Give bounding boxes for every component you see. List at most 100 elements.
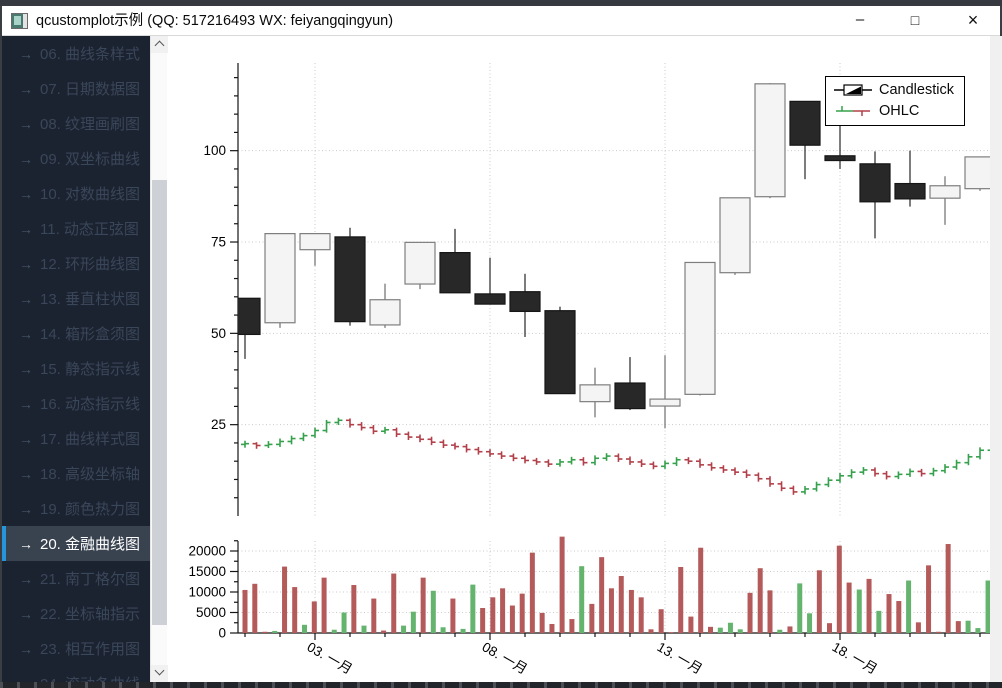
svg-text:0: 0: [218, 626, 226, 641]
candlestick-legend-icon: [834, 84, 872, 96]
arrow-icon: →: [19, 45, 33, 62]
svg-text:08. 一月: 08. 一月: [480, 639, 530, 677]
svg-text:5000: 5000: [196, 605, 226, 620]
legend-label: Candlestick: [879, 82, 954, 98]
window-title: qcustomplot示例 (QQ: 517216493 WX: feiyang…: [36, 13, 394, 29]
sidebar-item-label: 18. 高级坐标轴: [40, 466, 141, 483]
sidebar-item-label: 12. 环形曲线图: [40, 256, 141, 273]
sidebar-item-06[interactable]: → 06. 曲线条样式: [2, 36, 150, 71]
svg-text:20000: 20000: [188, 544, 226, 559]
arrow-icon: →: [19, 570, 33, 587]
sidebar-item-label: 14. 箱形盒须图: [40, 326, 141, 343]
chevron-up-icon: [154, 40, 165, 51]
sidebar-item-16[interactable]: → 16. 动态指示线: [2, 386, 150, 421]
axes: [230, 63, 990, 640]
sidebar-item-22[interactable]: → 22. 坐标轴指示: [2, 596, 150, 631]
financial-chart[interactable]: 25 50 75 100 0 5000 10000 15000 20000 03. 一月 08. 一…: [168, 36, 1002, 682]
ohlc-legend-icon: [836, 106, 870, 116]
svg-text:25: 25: [211, 417, 226, 432]
svg-text:50: 50: [211, 326, 226, 341]
volume-bars: [242, 536, 990, 633]
svg-text:15000: 15000: [188, 564, 226, 579]
titlebar: qcustomplot示例 (QQ: 517216493 WX: feiyang…: [2, 6, 1000, 36]
sidebar-item-21[interactable]: → 21. 南丁格尔图: [2, 561, 150, 596]
sidebar-item-label: 19. 颜色热力图: [40, 501, 141, 518]
sidebar-item-09[interactable]: → 09. 双坐标曲线: [2, 141, 150, 176]
svg-text:10000: 10000: [188, 585, 226, 600]
arrow-icon: →: [19, 605, 33, 622]
svg-text:18. 一月: 18. 一月: [830, 639, 880, 677]
arrow-icon: →: [19, 255, 33, 272]
sidebar-item-20[interactable]: → 20. 金融曲线图: [2, 526, 150, 561]
arrow-icon: →: [19, 220, 33, 237]
scroll-down-button[interactable]: [151, 665, 168, 682]
arrow-icon: →: [19, 535, 33, 552]
legend-label: OHLC: [879, 103, 920, 119]
sidebar-item-label: 15. 静态指示线: [40, 361, 141, 378]
ohlc-series: [241, 417, 990, 495]
arrow-icon: →: [19, 430, 33, 447]
arrow-icon: →: [19, 360, 33, 377]
arrow-icon: →: [19, 500, 33, 517]
sidebar-item-label: 07. 日期数据图: [40, 81, 141, 98]
sidebar-item-label: 16. 动态指示线: [40, 396, 141, 413]
minimize-button[interactable]: –: [855, 11, 865, 28]
scroll-up-button[interactable]: [151, 36, 168, 53]
close-button[interactable]: ×: [967, 10, 979, 30]
sidebar-item-10[interactable]: → 10. 对数曲线图: [2, 176, 150, 211]
app-icon: [11, 13, 28, 29]
svg-text:03. 一月: 03. 一月: [305, 639, 355, 677]
sidebar-item-label: 08. 纹理画刷图: [40, 116, 141, 133]
sidebar-item-17[interactable]: → 17. 曲线样式图: [2, 421, 150, 456]
maximize-button[interactable]: □: [910, 12, 920, 28]
sidebar-item-11[interactable]: → 11. 动态正弦图: [2, 211, 150, 246]
arrow-icon: →: [19, 150, 33, 167]
arrow-icon: →: [19, 290, 33, 307]
svg-text:13. 一月: 13. 一月: [655, 639, 705, 677]
sidebar-item-label: 13. 垂直柱状图: [40, 291, 141, 308]
window-left-border: [0, 6, 2, 682]
arrow-icon: →: [19, 325, 33, 342]
window-top-border: [0, 0, 1002, 6]
sidebar-item-label: 17. 曲线样式图: [40, 431, 141, 448]
chart-legend[interactable]: Candlestick OHLC: [825, 76, 965, 126]
sidebar-item-label: 09. 双坐标曲线: [40, 151, 141, 168]
sidebar-item-label: 24. 滚动条曲线: [40, 673, 140, 682]
arrow-icon: →: [19, 676, 33, 683]
bottom-strip: [0, 682, 1002, 688]
legend-item-ohlc[interactable]: OHLC: [834, 103, 954, 119]
arrow-icon: →: [19, 80, 33, 97]
arrow-icon: →: [19, 185, 33, 202]
candlestick-series: [238, 83, 990, 429]
svg-text:100: 100: [203, 143, 226, 158]
scrollbar-thumb[interactable]: [152, 180, 167, 625]
sidebar-item-19[interactable]: → 19. 颜色热力图: [2, 491, 150, 526]
grid-lines: [238, 63, 990, 633]
date-axis-labels: 03. 一月 08. 一月 13. 一月 18. 一月: [305, 639, 880, 677]
legend-item-candlestick[interactable]: Candlestick: [834, 82, 954, 98]
plot-right-margin: [990, 36, 1002, 682]
plot-widget: 25 50 75 100 0 5000 10000 15000 20000 03. 一月 08. 一…: [168, 36, 1002, 682]
arrow-icon: →: [19, 115, 33, 132]
sidebar-item-label: 21. 南丁格尔图: [40, 571, 141, 588]
sidebar-item-label: 20. 金融曲线图: [40, 536, 141, 553]
sidebar-item-15[interactable]: → 15. 静态指示线: [2, 351, 150, 386]
sidebar-item-14[interactable]: → 14. 箱形盒须图: [2, 316, 150, 351]
sidebar-item-label: 10. 对数曲线图: [40, 186, 141, 203]
price-axis-labels: 25 50 75 100 0 5000 10000 15000 20000: [188, 143, 226, 640]
sidebar-scrollbar[interactable]: [150, 36, 168, 682]
chevron-down-icon: [154, 665, 165, 676]
sidebar-item-label: 23. 相互作用图: [40, 641, 141, 658]
sidebar-menu: → 06. 曲线条样式 → 07. 日期数据图 → 08. 纹理画刷图 → 09. 双坐标曲线…: [2, 36, 150, 682]
sidebar-item-08[interactable]: → 08. 纹理画刷图: [2, 106, 150, 141]
arrow-icon: →: [19, 640, 33, 657]
sidebar-item-07[interactable]: → 07. 日期数据图: [2, 71, 150, 106]
sidebar-item-24[interactable]: → 24. 滚动条曲线: [2, 666, 150, 683]
sidebar-item-12[interactable]: → 12. 环形曲线图: [2, 246, 150, 281]
sidebar-item-label: 11. 动态正弦图: [40, 221, 139, 238]
sidebar-item-13[interactable]: → 13. 垂直柱状图: [2, 281, 150, 316]
sidebar-item-23[interactable]: → 23. 相互作用图: [2, 631, 150, 666]
sidebar-item-18[interactable]: → 18. 高级坐标轴: [2, 456, 150, 491]
svg-text:75: 75: [211, 235, 226, 250]
